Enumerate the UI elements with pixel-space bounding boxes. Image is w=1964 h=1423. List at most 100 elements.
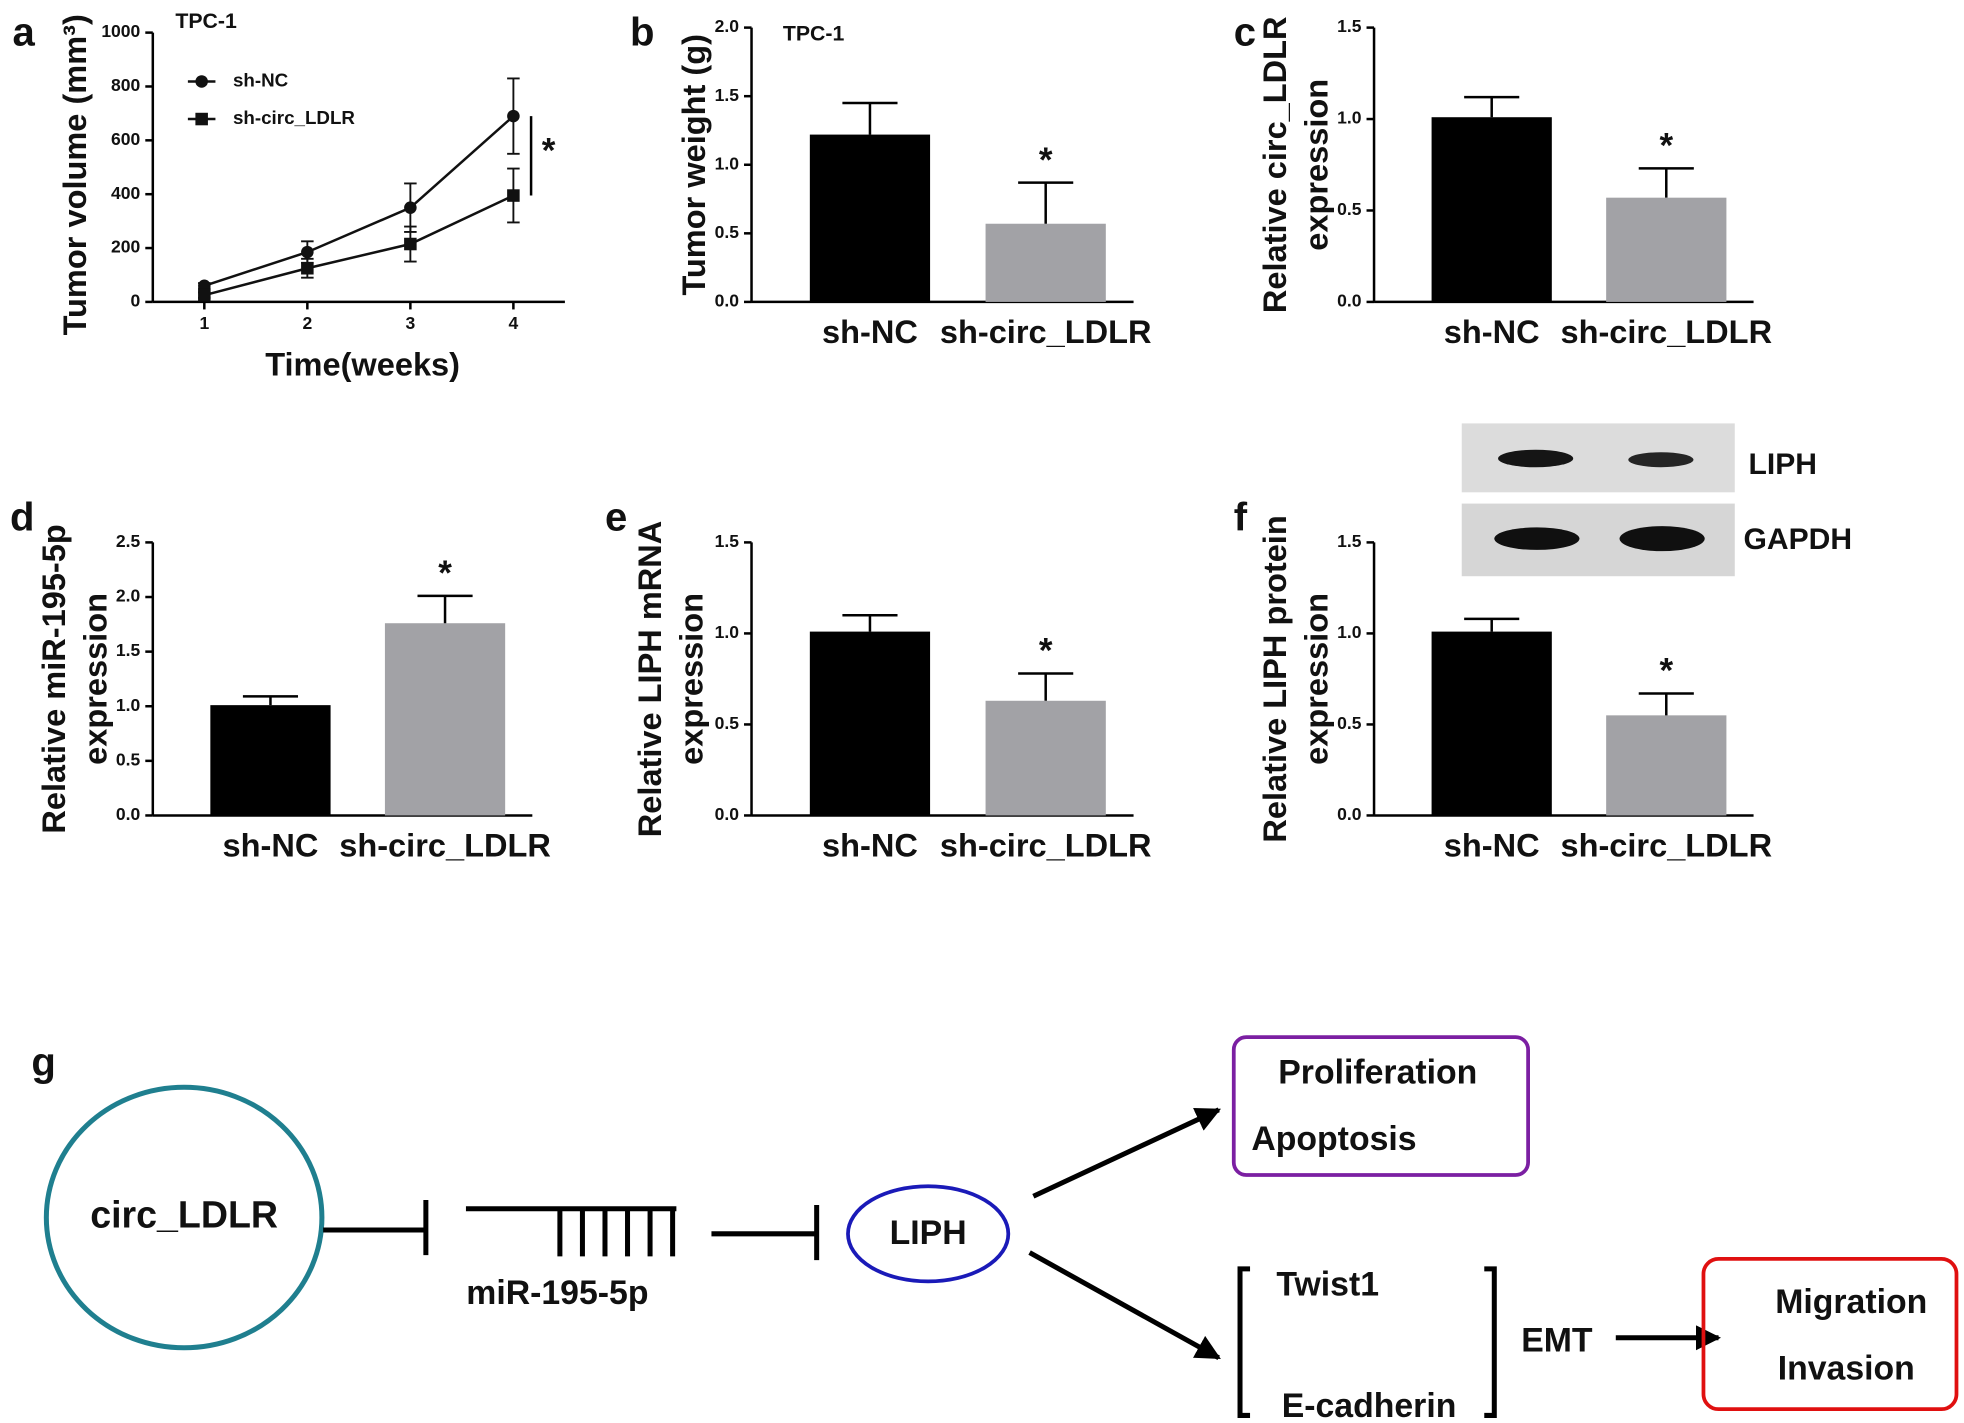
marker <box>198 288 211 302</box>
legend-marker <box>195 112 208 126</box>
diagram <box>43 1035 1959 1418</box>
y-axis-label: expression <box>1299 593 1335 765</box>
node-label: EMT <box>1521 1322 1593 1360</box>
legend-label: sh-circ_LDLR <box>233 107 355 128</box>
y-tick-label: 1000 <box>101 21 140 41</box>
y-tick-label: 200 <box>111 237 140 257</box>
x-tick-label: sh-NC <box>1444 828 1540 864</box>
node-label: E-cadherin <box>1282 1387 1457 1423</box>
x-tick-label: 2 <box>302 313 312 333</box>
x-tick-label: sh-circ_LDLR <box>1560 828 1772 864</box>
y-tick-label: 0.0 <box>715 291 740 311</box>
y-tick-label: 1.0 <box>1337 108 1362 128</box>
y-axis-label: Relative circ_LDLR <box>1257 16 1293 313</box>
y-axis-label: expression <box>77 593 113 765</box>
y-tick-label: 0.5 <box>116 749 141 769</box>
y-tick-label: 0.5 <box>715 222 740 242</box>
y-axis-label: expression <box>674 593 710 765</box>
bar <box>809 631 931 816</box>
x-tick-label: sh-circ_LDLR <box>940 314 1152 350</box>
chart-title: TPC-1 <box>175 9 237 33</box>
panel-label: d <box>10 495 34 539</box>
bar <box>985 700 1106 816</box>
error-bar <box>1638 167 1694 198</box>
x-tick-label: sh-circ_LDLR <box>1560 314 1772 350</box>
y-tick-label: 1.0 <box>116 695 141 715</box>
node-label: Apoptosis <box>1251 1120 1416 1158</box>
node-label: Invasion <box>1778 1349 1915 1387</box>
x-tick-label: 3 <box>405 313 415 333</box>
significance-label: * <box>438 554 452 593</box>
y-tick-label: 1.0 <box>715 153 740 173</box>
series-line <box>204 194 514 297</box>
marker <box>507 109 520 123</box>
y-tick-label: 1.0 <box>1337 622 1362 642</box>
y-tick-label: 0.0 <box>1337 291 1362 311</box>
y-tick-label: 800 <box>111 75 140 95</box>
blot-label: LIPH <box>1749 448 1817 481</box>
y-tick-label: 0.5 <box>1337 713 1362 733</box>
error-bar <box>842 101 898 135</box>
significance-label: * <box>1039 632 1053 671</box>
y-tick-label: 1.5 <box>715 531 740 551</box>
x-tick-label: sh-circ_LDLR <box>940 828 1152 864</box>
panel-label: c <box>1234 11 1256 55</box>
y-axis-label: Tumor weight (g) <box>676 34 712 296</box>
node-label: miR-195-5p <box>466 1274 648 1312</box>
bar <box>384 623 506 816</box>
y-axis-label: Relative LIPH mRNA <box>632 521 668 838</box>
y-tick-label: 1.0 <box>715 622 740 642</box>
marker <box>404 201 417 214</box>
marker <box>507 189 520 202</box>
x-tick-label: 1 <box>199 313 209 333</box>
bar <box>1606 715 1727 816</box>
panel-label: e <box>605 495 627 539</box>
y-axis-label: expression <box>1299 79 1335 251</box>
legend-label: sh-NC <box>233 69 289 90</box>
y-tick-label: 400 <box>111 183 140 203</box>
panel-label: b <box>630 11 654 55</box>
error-bar <box>1464 617 1520 632</box>
significance-label: * <box>1659 127 1673 166</box>
x-tick-label: sh-NC <box>1444 314 1540 350</box>
node-label: LIPH <box>890 1214 967 1252</box>
y-tick-label: 0.5 <box>1337 199 1362 219</box>
series-line <box>203 115 515 287</box>
error-bar <box>1464 95 1520 118</box>
error-bar <box>1018 672 1074 701</box>
node-label: circ_LDLR <box>90 1193 278 1235</box>
y-axis-label: Tumor volume (mm³) <box>57 14 93 335</box>
significance-label: * <box>542 132 556 171</box>
western-blot <box>1461 423 1735 577</box>
y-axis-label: Relative miR-195-5p <box>36 524 72 833</box>
panel-label: a <box>13 11 36 55</box>
significance-label: * <box>1659 652 1673 691</box>
y-tick-label: 2.5 <box>116 531 141 551</box>
y-tick-label: 2.0 <box>715 16 740 36</box>
panel-label: g <box>31 1040 55 1084</box>
bar <box>1606 197 1727 302</box>
error-bar <box>842 613 898 632</box>
y-tick-label: 1.5 <box>1337 531 1362 551</box>
x-axis-label: Time(weeks) <box>265 347 460 383</box>
bar <box>1431 117 1552 302</box>
y-tick-label: 1.5 <box>715 85 740 105</box>
x-tick-label: sh-NC <box>223 828 319 864</box>
marker <box>198 279 211 293</box>
y-tick-label: 1.5 <box>116 640 141 660</box>
bar <box>809 134 931 302</box>
marker <box>404 237 417 251</box>
bar <box>985 223 1106 302</box>
error-bar <box>1638 692 1694 716</box>
node-label: Migration <box>1775 1283 1927 1321</box>
legend-marker <box>195 75 208 88</box>
error-bar <box>417 594 473 624</box>
y-tick-label: 0.0 <box>715 804 740 824</box>
error-bar <box>1018 181 1074 224</box>
node-label: Proliferation <box>1278 1054 1477 1092</box>
y-tick-label: 1.5 <box>1337 16 1362 36</box>
bar <box>1431 631 1552 816</box>
y-tick-label: 0.5 <box>715 713 740 733</box>
marker <box>301 261 314 275</box>
